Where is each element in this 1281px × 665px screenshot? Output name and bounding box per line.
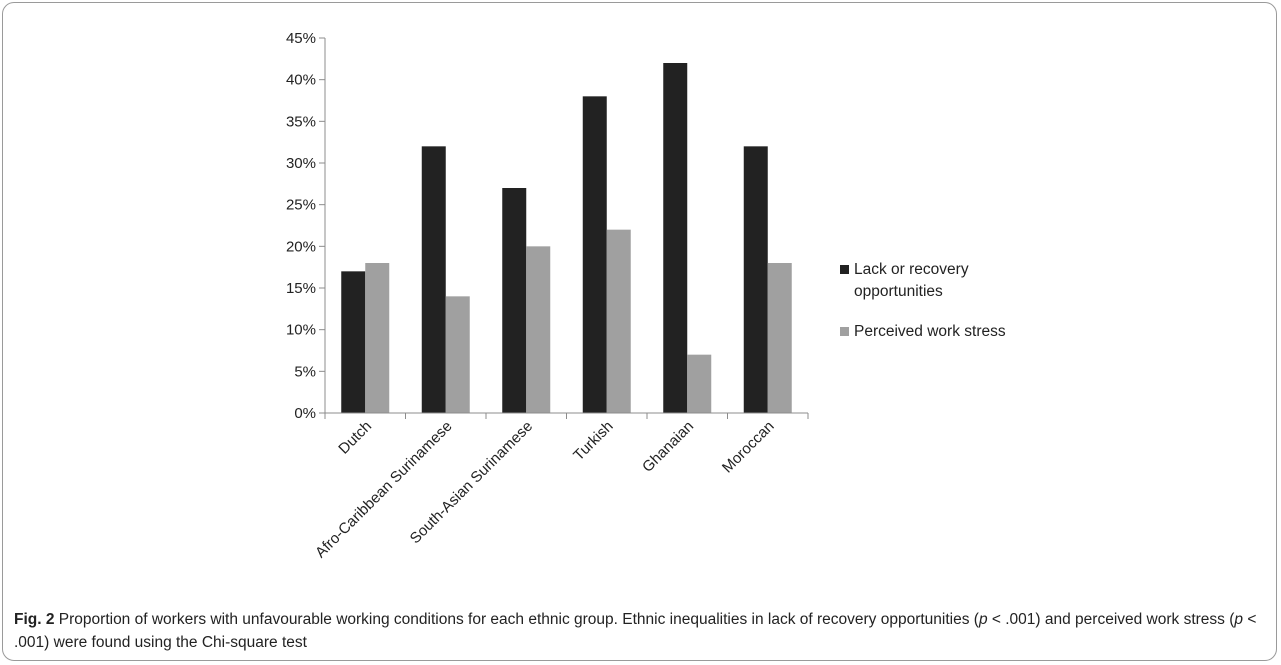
bar-lack-recovery: [743, 146, 768, 414]
caption-p-2: p: [1234, 611, 1244, 628]
figure-caption: Fig. 2 Proportion of workers with unfavo…: [14, 608, 1270, 654]
axes: [324, 38, 809, 419]
bar-work-stress: [365, 263, 390, 413]
y-tick-label: 0%: [294, 405, 316, 422]
bar-lack-recovery: [663, 63, 688, 413]
bar-chart: 0% 5% 10% 15% 20% 25% 30% 35% 40% 45% DutchAfro-C…: [286, 30, 1006, 561]
y-axis-ticks: 0% 5% 10% 15% 20% 25% 30% 35% 40% 45%: [286, 30, 325, 422]
y-tick-label: 15%: [286, 280, 316, 297]
x-tick-label: Moroccan: [719, 418, 778, 477]
legend-label: Lack or recovery: [854, 261, 969, 278]
x-tick-label: Dutch: [335, 418, 375, 458]
caption-text-2: < .001) and perceived work stress (: [987, 611, 1235, 628]
caption-text-3: < .001) were found using the Chi-square …: [14, 611, 1257, 651]
bar-lack-recovery: [421, 146, 446, 414]
y-tick-label: 25%: [286, 197, 316, 214]
bars: [341, 63, 792, 414]
caption-p-1: p: [978, 611, 988, 628]
bar-lack-recovery: [502, 188, 527, 413]
bar-work-stress: [526, 246, 551, 413]
legend-label: opportunities: [854, 283, 943, 300]
y-tick-label: 30%: [286, 155, 316, 172]
y-tick-label: 10%: [286, 322, 316, 339]
y-tick-label: 40%: [286, 72, 316, 89]
y-tick-label: 35%: [286, 113, 316, 130]
bar-lack-recovery: [582, 96, 607, 413]
bar-work-stress: [445, 296, 470, 413]
bar-work-stress: [606, 229, 631, 413]
legend-swatch: [840, 327, 849, 336]
legend-label: Perceived work stress: [854, 323, 1006, 340]
legend-swatch: [840, 265, 849, 274]
y-tick-label: 20%: [286, 238, 316, 255]
y-tick-label: 45%: [286, 30, 316, 47]
x-tick-label: Ghanaian: [639, 418, 697, 476]
caption-label: Fig. 2: [14, 611, 55, 628]
caption-text-1: Proportion of workers with unfavourable …: [54, 611, 979, 628]
bar-lack-recovery: [341, 271, 366, 413]
bar-work-stress: [767, 263, 792, 413]
bar-work-stress: [687, 354, 712, 413]
x-tick-label: Afro-Caribbean Surinamese: [312, 418, 455, 561]
legend: Lack or recovery opportunities Perceived w…: [840, 261, 1006, 340]
x-tick-label: Turkish: [570, 418, 616, 464]
y-tick-label: 5%: [294, 363, 316, 380]
